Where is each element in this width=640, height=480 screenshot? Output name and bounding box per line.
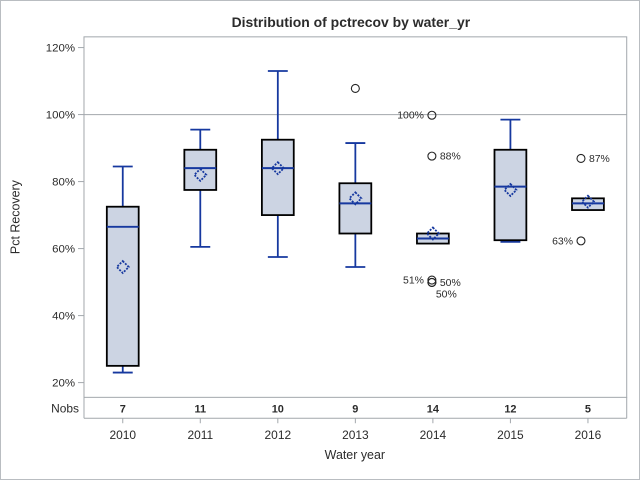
outlier-point-2014 [427, 110, 437, 120]
nobs-value-2011: 11 [195, 403, 207, 415]
y-tick-label: 120% [46, 43, 75, 55]
nobs-row-label: Nobs [51, 401, 79, 415]
outlier-label-2014: 88% [440, 152, 461, 163]
mean-marker-2012 [270, 160, 286, 176]
x-tick-label-2010: 2010 [109, 428, 136, 442]
outlier-point-2014 [427, 277, 437, 287]
nobs-value-2013: 9 [352, 403, 358, 415]
nobs-value-2016: 5 [585, 403, 591, 415]
box-2015 [493, 148, 528, 242]
x-tick-label-2014: 2014 [420, 428, 447, 442]
x-tick-label-2016: 2016 [575, 428, 602, 442]
mean-marker-2010 [115, 259, 130, 275]
plot-border [83, 36, 628, 398]
chart-title: Distribution of pctrecov by water_yr [232, 14, 471, 30]
mean-marker-2013 [348, 191, 363, 206]
mean-marker-2011 [193, 167, 208, 183]
plot-area: 120% 100% 80% 60% 40% 20% 2010 7 2011 11 2012 10 201… [46, 36, 628, 442]
outlier-label-2014: 50% [436, 289, 457, 300]
nobs-value-2012: 10 [272, 403, 284, 415]
x-tick-label-2012: 2012 [265, 428, 292, 442]
box-2012 [260, 138, 295, 216]
mean-marker-2016 [580, 194, 596, 209]
outlier-point-2014 [427, 151, 437, 161]
y-tick-label: 60% [52, 244, 75, 256]
box-2013 [338, 182, 373, 235]
y-tick-label: 80% [52, 177, 75, 189]
x-axis-title: Water year [325, 448, 385, 462]
x-tick-label-2015: 2015 [497, 428, 524, 442]
x-tick-label-2013: 2013 [342, 428, 369, 442]
outlier-point-2016 [576, 236, 586, 246]
outlier-label-2016: 87% [589, 154, 610, 165]
outlier-point-2013 [350, 83, 360, 93]
outlier-point-2016 [576, 153, 586, 163]
outlier-point-2014 [427, 275, 437, 285]
outlier-label-2014: 51% [403, 276, 424, 287]
nobs-value-2010: 7 [120, 403, 126, 415]
outlier-label-2016: 63% [552, 236, 573, 247]
y-tick-label: 100% [46, 110, 75, 122]
y-axis-title: Pct Recovery [8, 179, 22, 254]
mean-marker-2015 [503, 182, 518, 198]
mean-marker-2014 [425, 226, 441, 241]
box-2010 [105, 205, 140, 367]
outlier-label-2014: 100% [397, 111, 424, 122]
x-tick-label-2011: 2011 [187, 428, 213, 442]
nobs-value-2015: 12 [504, 403, 516, 415]
outlier-label-2014: 50% [440, 278, 461, 289]
y-tick-label: 40% [52, 311, 75, 323]
nobs-value-2014: 14 [427, 403, 440, 415]
y-tick-label: 20% [52, 378, 75, 390]
